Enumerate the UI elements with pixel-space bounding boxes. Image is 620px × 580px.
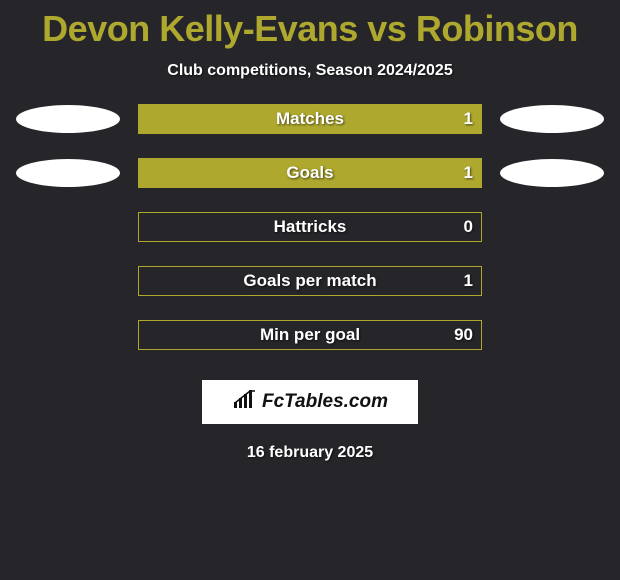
page-title: Devon Kelly-Evans vs Robinson [0, 0, 620, 50]
stat-row: Hattricks 0 [0, 212, 620, 242]
stat-bar: Goals 1 [138, 158, 482, 188]
logo-badge: FcTables.com [202, 380, 418, 424]
player-avatar-right [500, 105, 604, 133]
stat-value-right: 0 [464, 217, 473, 237]
logo-chart-icon [232, 390, 258, 415]
stat-label: Goals per match [243, 271, 376, 291]
avatar-spacer [500, 267, 604, 295]
avatar-spacer [16, 267, 120, 295]
stat-row: Matches 1 [0, 104, 620, 134]
stat-bar: Hattricks 0 [138, 212, 482, 242]
stat-value-right: 1 [464, 163, 473, 183]
stat-bar: Matches 1 [138, 104, 482, 134]
avatar-spacer [16, 321, 120, 349]
avatar-spacer [16, 213, 120, 241]
stat-row: Goals 1 [0, 158, 620, 188]
avatar-spacer [500, 321, 604, 349]
stat-label: Min per goal [260, 325, 360, 345]
subtitle: Club competitions, Season 2024/2025 [0, 62, 620, 80]
stat-label: Matches [276, 109, 344, 129]
stat-row: Goals per match 1 [0, 266, 620, 296]
stat-bar: Min per goal 90 [138, 320, 482, 350]
stat-value-right: 1 [464, 109, 473, 129]
stat-label: Hattricks [274, 217, 347, 237]
stat-bar: Goals per match 1 [138, 266, 482, 296]
stat-row: Min per goal 90 [0, 320, 620, 350]
avatar-spacer [500, 213, 604, 241]
player-avatar-left [16, 159, 120, 187]
player-avatar-right [500, 159, 604, 187]
date-label: 16 february 2025 [0, 444, 620, 462]
stats-container: Matches 1 Goals 1 Hattricks 0 Goals per match 1… [0, 104, 620, 350]
player-avatar-left [16, 105, 120, 133]
stat-value-right: 1 [464, 271, 473, 291]
stat-value-right: 90 [454, 325, 473, 345]
stat-label: Goals [286, 163, 333, 183]
logo-text: FcTables.com [262, 391, 388, 413]
